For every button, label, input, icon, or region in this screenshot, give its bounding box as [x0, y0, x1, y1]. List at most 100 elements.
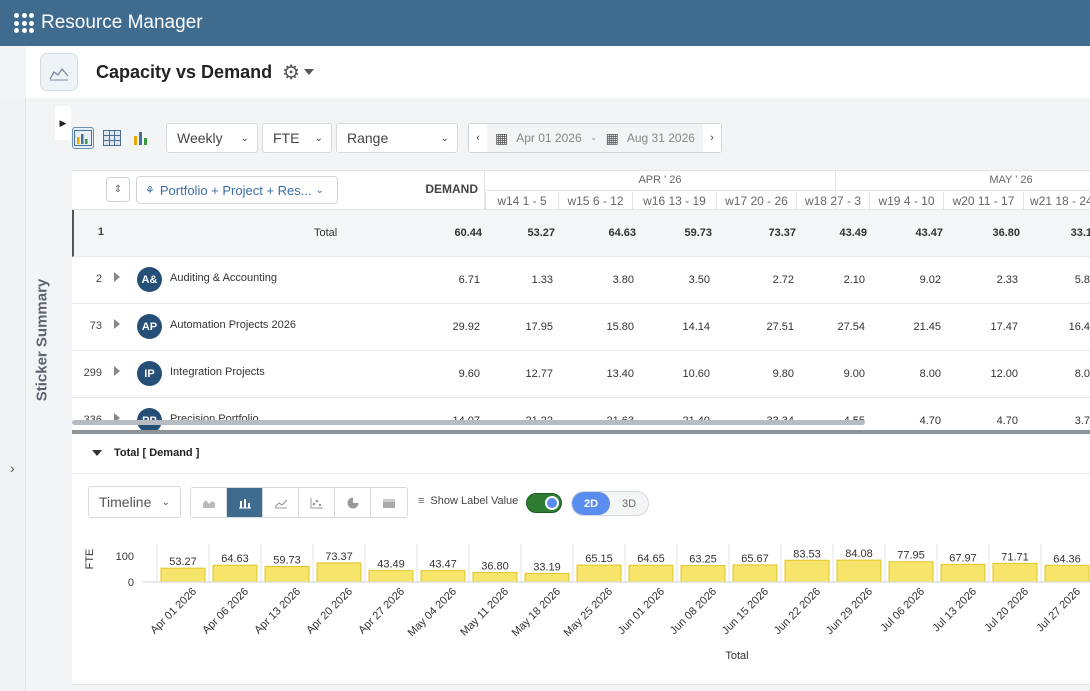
period-select[interactable]: Weekly ⌄ [166, 123, 258, 153]
unit-select[interactable]: FTE ⌄ [262, 123, 332, 153]
data-label: 65.15 [585, 553, 613, 565]
expand-icon[interactable] [114, 366, 120, 376]
x-tick-label: May 25 2026 [562, 586, 615, 639]
demand-value: 60.44 [454, 227, 482, 239]
sticker-summary-label[interactable]: Sticker Summary [33, 278, 51, 402]
date-separator: - [591, 131, 596, 145]
sort-button[interactable]: ⇕ [106, 177, 130, 202]
expand-icon[interactable] [114, 272, 120, 282]
chart-view-button[interactable] [130, 127, 152, 149]
avatar: AP [137, 314, 162, 339]
calendar-icon[interactable]: ▦ [605, 129, 619, 146]
x-axis-label: Total [725, 650, 748, 662]
bar [784, 559, 830, 583]
grid-view-button[interactable] [101, 127, 123, 149]
chart-panel-title: Total [ Demand ] [114, 447, 200, 459]
demand-column-header[interactable]: DEMAND [425, 182, 478, 196]
data-label: 64.63 [221, 553, 249, 565]
page-title: Capacity vs Demand [96, 61, 273, 82]
date-prev-button[interactable]: ‹ [469, 124, 487, 152]
x-tick-label: Jun 22 2026 [772, 586, 823, 637]
week-value: 21.45 [913, 321, 941, 333]
week-value: 53.27 [527, 227, 555, 239]
collapse-toggle[interactable]: ▶ [55, 106, 71, 140]
bar-chart-icon [134, 132, 147, 145]
view-select[interactable]: Timeline ⌄ [88, 486, 181, 518]
line-chart-button[interactable] [263, 488, 299, 517]
show-label-toggle[interactable]: ≡ Show Label Value [418, 495, 518, 507]
bar-chart-button[interactable] [227, 488, 263, 517]
row-name[interactable]: Auditing & Accounting [170, 272, 278, 284]
gear-icon[interactable]: ⚙ [282, 61, 301, 84]
show-label-switch[interactable] [526, 493, 562, 513]
week-value: 15.80 [606, 321, 634, 333]
week-value: 17.95 [525, 321, 553, 333]
bar [680, 565, 726, 583]
week-value: 5.8 [1074, 274, 1090, 286]
date-next-button[interactable]: › [702, 124, 721, 152]
chevron-down-icon: ⌄ [315, 184, 324, 196]
scatter-chart-button[interactable] [299, 488, 335, 517]
3d-button[interactable]: 3D [621, 497, 637, 510]
expand-icon[interactable] [114, 319, 120, 329]
bar [264, 565, 310, 583]
week-header: w16 13 - 19 [632, 192, 716, 210]
collapse-icon[interactable] [92, 450, 102, 456]
page-header: Capacity vs Demand ⚙ [26, 46, 1090, 98]
bar [160, 567, 206, 583]
week-value: 9.80 [772, 368, 794, 380]
week-value: 9.00 [843, 368, 865, 380]
x-tick-label: Apr 27 2026 [356, 586, 407, 637]
app-header: Resource Manager [0, 0, 1090, 46]
chart-page-icon [40, 53, 78, 91]
bar [1044, 564, 1090, 583]
bar [732, 564, 778, 583]
data-label: 63.25 [689, 554, 717, 566]
row-name[interactable]: Integration Projects [170, 366, 265, 378]
calendar-icon[interactable]: ▦ [495, 129, 509, 146]
table-row[interactable]: 336 PP Precision Portfolio 14.07 21.22 2… [72, 398, 1090, 432]
y-axis-label: FTE [84, 549, 96, 570]
table-row[interactable]: 299 IP Integration Projects 9.60 12.77 1… [72, 351, 1090, 398]
chevron-down-icon: ⌄ [314, 132, 323, 144]
stacked-chart-button[interactable] [371, 488, 407, 517]
table-row[interactable]: 2 A& Auditing & Accounting 6.71 1.33 3.8… [72, 257, 1090, 304]
data-label: 43.49 [377, 559, 405, 571]
week-value: 43.49 [839, 227, 867, 239]
week-value: 9.02 [919, 274, 941, 286]
grid-chart-view-button[interactable] [72, 127, 94, 149]
hierarchy-selector[interactable]: ⚘ Portfolio + Project + Res... ⌄ [136, 176, 338, 204]
mode-select[interactable]: Range ⌄ [336, 123, 458, 153]
week-value: 3.50 [688, 274, 710, 286]
week-value: 13.40 [606, 368, 634, 380]
week-value: 64.63 [608, 227, 636, 239]
app-grid-icon[interactable] [14, 13, 34, 33]
table-row-total[interactable]: 1 Total 60.44 53.27 64.63 59.73 73.37 43… [72, 210, 1090, 257]
data-grid: ⇕ ⚘ Portfolio + Project + Res... ⌄ DEMAN… [72, 170, 1090, 432]
data-label: 77.95 [897, 550, 925, 562]
table-row[interactable]: 73 AP Automation Projects 2026 29.92 17.… [72, 304, 1090, 351]
week-value: 10.60 [682, 368, 710, 380]
panel-splitter[interactable] [72, 430, 1090, 434]
chevron-right-icon[interactable]: › [10, 460, 15, 476]
chevron-down-icon[interactable] [304, 69, 315, 75]
chart-panel-header[interactable]: Total [ Demand ] [92, 447, 199, 459]
week-value: 27.51 [766, 321, 794, 333]
date-from[interactable]: Apr 01 2026 [516, 131, 582, 145]
area-chart-button[interactable] [191, 488, 227, 517]
horizontal-scrollbar[interactable] [72, 420, 865, 425]
date-to[interactable]: Aug 31 2026 [626, 131, 695, 145]
row-name[interactable]: Automation Projects 2026 [170, 319, 296, 331]
x-tick-label: Jul 27 2026 [1034, 586, 1083, 635]
period-value: Weekly [177, 130, 223, 146]
pie-chart-button[interactable] [335, 488, 371, 517]
row-index: 73 [89, 320, 102, 332]
x-tick-label: Apr 13 2026 [252, 586, 303, 637]
week-value: 17.47 [990, 321, 1018, 333]
2d-button[interactable]: 2D [572, 492, 610, 515]
expand-icon[interactable] [114, 413, 120, 423]
bar [836, 559, 882, 583]
bar [992, 562, 1038, 583]
date-range: ‹ ▦ Apr 01 2026 - ▦ Aug 31 2026 › [468, 123, 722, 153]
data-label: 59.73 [273, 554, 301, 566]
